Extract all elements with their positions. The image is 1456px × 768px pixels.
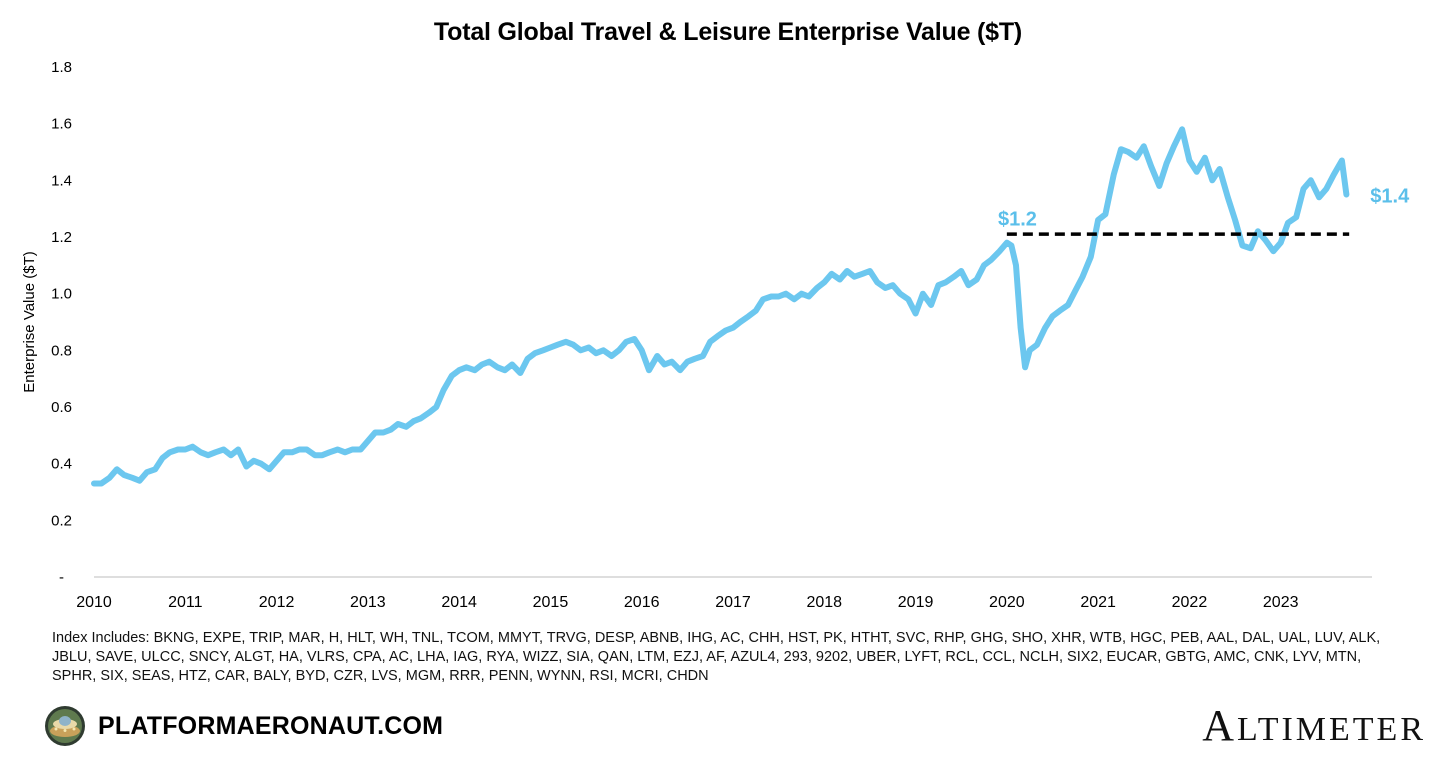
annotation-label: $1.2 <box>998 208 1037 230</box>
x-tick-label: 2021 <box>1080 594 1116 611</box>
y-tick-label: 1.4 <box>51 172 72 189</box>
series-layer <box>91 126 1350 487</box>
x-tick-label: 2020 <box>989 594 1025 611</box>
partner-logo: ALTIMETER <box>1202 700 1426 751</box>
x-tick-label: 2016 <box>624 594 660 611</box>
index-footnote: Index Includes: BKNG, EXPE, TRIP, MAR, H… <box>52 630 1381 684</box>
x-tick-label: 2012 <box>259 594 295 611</box>
y-axis-label: Enterprise Value ($T) <box>21 251 38 392</box>
annotation-label: $1.4 <box>1370 186 1410 208</box>
y-tick-label: 0.6 <box>51 399 72 416</box>
brand-name: PLATFORMAERONAUT.COM <box>98 711 444 740</box>
x-tick-label: 2011 <box>168 594 203 611</box>
y-tick-label: 1.0 <box>51 286 72 303</box>
x-tick-label: 2010 <box>76 594 112 611</box>
y-tick-label: 1.8 <box>51 59 72 76</box>
series-line <box>91 126 1350 487</box>
chart-area: -0.20.40.60.81.01.21.41.61.8 2010 2011 201… <box>21 59 1410 611</box>
x-tick-label: 2023 <box>1263 594 1299 611</box>
spaceship-logo-icon <box>45 706 85 746</box>
annotations: $1.2 $1.4 <box>998 186 1410 231</box>
x-tick-label: 2019 <box>898 594 934 611</box>
x-tick-label: 2014 <box>441 594 477 611</box>
x-tick-label: 2015 <box>533 594 569 611</box>
chart-title: Total Global Travel & Leisure Enterprise… <box>433 18 1023 46</box>
x-axis-ticks: 2010 2011 2012 2013 2014 2015 2016 2017 2018 2019… <box>76 594 1298 611</box>
y-axis-ticks: - 0.2 0.4 0.6 0.8 1.0 1.2 1.4 1.6 1.8 <box>51 59 72 586</box>
x-tick-label: 2013 <box>350 594 386 611</box>
partner-logo-rest: LTIMETER <box>1237 711 1426 748</box>
partner-logo-initial: A <box>1202 701 1238 750</box>
y-tick-label: 1.6 <box>51 116 72 133</box>
x-tick-label: 2017 <box>715 594 751 611</box>
y-tick-label: 0.8 <box>51 342 72 359</box>
y-tick-label: 1.2 <box>51 229 72 246</box>
brand: PLATFORMAERONAUT.COM <box>44 704 443 748</box>
y-tick-label: - <box>59 569 64 586</box>
y-tick-label: 0.2 <box>51 512 72 529</box>
x-tick-label: 2018 <box>806 594 842 611</box>
y-tick-label: 0.4 <box>51 456 72 473</box>
x-tick-label: 2022 <box>1172 594 1208 611</box>
